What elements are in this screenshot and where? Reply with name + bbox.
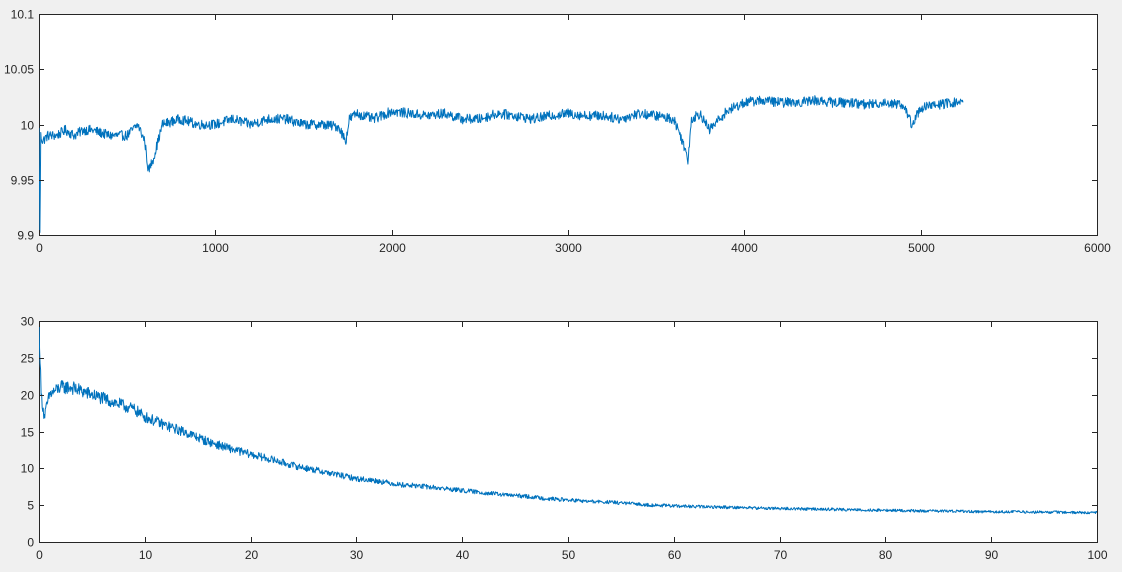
top-x-tick-label: 1000	[202, 241, 229, 255]
bottom-axes[interactable]: 0 10 20 30 40 50 60 70 80 90 100 0 5 10 15 20 25 30	[21, 315, 1108, 563]
top-x-tick-label: 0	[36, 241, 43, 255]
top-axes-box	[39, 14, 1098, 236]
bottom-x-tick-label: 10	[139, 548, 153, 562]
top-y-tick-label: 9.95	[11, 174, 35, 188]
top-y-tick-label: 10.1	[11, 8, 35, 22]
bottom-x-tick-label: 70	[774, 548, 788, 562]
top-y-tick-label: 10	[21, 119, 35, 133]
top-axes[interactable]: 0 1000 2000 3000 4000 5000 6000 9.9 9.95 10 10.05 1…	[4, 8, 1111, 256]
bottom-x-tick-label: 90	[985, 548, 999, 562]
bottom-x-tick-label: 30	[350, 548, 364, 562]
bottom-y-tick-label: 20	[21, 389, 35, 403]
bottom-x-tick-label: 100	[1087, 548, 1107, 562]
top-y-tick-label: 9.9	[17, 229, 34, 243]
bottom-axes-box	[39, 321, 1098, 543]
bottom-y-tick-label: 30	[21, 315, 35, 329]
bottom-x-tick-label: 50	[562, 548, 576, 562]
bottom-y-tick-label: 10	[21, 462, 35, 476]
bottom-x-tick-label: 0	[36, 548, 43, 562]
top-x-tick-label: 4000	[731, 241, 758, 255]
bottom-series-line	[39, 321, 1097, 515]
top-x-tick-label: 3000	[555, 241, 582, 255]
top-x-tick-label: 6000	[1084, 241, 1111, 255]
top-y-tick-label: 10.05	[4, 63, 34, 77]
bottom-y-tick-label: 25	[21, 352, 35, 366]
bottom-y-tick-label: 15	[21, 426, 35, 440]
bottom-x-tick-label: 80	[879, 548, 893, 562]
bottom-y-tick-label: 5	[27, 499, 34, 513]
bottom-y-tick-label: 0	[27, 536, 34, 550]
bottom-x-tick-label: 20	[245, 548, 259, 562]
top-series-line	[39, 95, 964, 234]
bottom-x-tick-label: 60	[668, 548, 682, 562]
top-x-tick-label: 5000	[908, 241, 935, 255]
top-x-tick-label: 2000	[379, 241, 406, 255]
bottom-x-tick-label: 40	[456, 548, 470, 562]
